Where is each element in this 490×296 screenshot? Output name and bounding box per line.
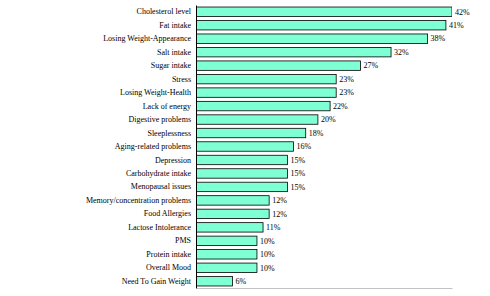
tick-label: PMS [175,236,191,245]
bar [196,61,361,70]
tick: Fat intake [159,21,191,30]
tick: Cholesterol level [137,7,192,16]
bars [196,7,452,286]
tick-label: Menopausal issues [131,182,191,191]
bar [196,128,306,137]
bar [196,182,287,191]
tick-label: Depression [155,156,191,165]
tick: Lack of energy [143,102,191,111]
bar [196,34,428,43]
data-label: 15% [290,156,305,165]
bar [196,88,336,97]
tick-label: Memory/concentration problems [86,196,191,205]
data-label: 10% [260,250,275,259]
tick-label: Salt intake [157,48,191,57]
tick: Protein intake [146,250,191,259]
tick: Food Allergies [144,209,191,218]
tick: Depression [155,156,191,165]
tick: Memory/concentration problems [86,196,191,205]
tick: Losing Weight-Appearance [103,34,191,43]
data-label: 27% [364,61,379,70]
bar [196,263,257,272]
bar [196,155,287,164]
tick-label: Digestive problems [129,115,191,124]
tick-label: Aging-related problems [115,142,191,151]
tick: Stress [172,75,191,84]
tick-label: Sugar intake [151,61,192,70]
bar [196,236,257,245]
bar [196,209,269,218]
data-label: 38% [431,34,446,43]
tick-label: Losing Weight-Appearance [103,34,191,43]
tick-label: Sleeplessness [147,129,191,138]
tick-label: Food Allergies [144,209,191,218]
tick: Sugar intake [151,61,192,70]
bar [196,169,287,178]
tick: Sleeplessness [147,129,191,138]
bar [196,74,336,83]
bar [196,142,294,151]
plot: Cholesterol level Fat intake Losing Weight… [86,6,470,289]
category-axis: Cholesterol level Fat intake Losing Weight… [86,6,197,289]
chart-container: Cholesterol level Fat intake Losing Weight… [0,0,490,296]
tick-label: Protein intake [146,250,191,259]
tick-label: Cholesterol level [137,7,192,16]
bar [196,196,269,205]
data-label: 12% [272,196,287,205]
data-label: 10% [260,264,275,273]
tick: Carbohydrate intake [126,169,192,178]
tick-label: Lactose Intolerance [128,223,191,232]
tick-label: Losing Weight-Health [120,88,191,97]
tick-label: Stress [172,75,191,84]
axis-line [197,288,453,289]
bar [196,101,330,110]
data-label: 11% [266,223,281,232]
tick-label: Need To Gain Weight [122,277,192,286]
data-label: 23% [339,88,354,97]
data-label: 10% [260,237,275,246]
data-label: 15% [290,183,305,192]
data-label: 12% [272,210,287,219]
bar [196,223,263,232]
tick: Need To Gain Weight [122,277,192,286]
data-label: 32% [394,48,409,57]
bar [196,7,452,16]
tick-label: Lack of energy [143,102,191,111]
bar [196,47,391,56]
tick: Menopausal issues [131,182,191,191]
data-label: 18% [309,129,324,138]
data-label: 16% [297,142,312,151]
tick-label: Fat intake [159,21,191,30]
tick: Overall Mood [146,263,191,272]
chart-svg: Cholesterol level Fat intake Losing Weight… [0,0,490,296]
value-axis [197,288,453,289]
bar [196,20,446,29]
bar [196,250,257,259]
data-label: 42% [455,8,470,17]
tick: PMS [175,236,191,245]
bar [196,115,318,124]
data-label: 41% [449,21,464,30]
data-label: 23% [339,75,354,84]
bar [196,277,233,286]
tick: Lactose Intolerance [128,223,191,232]
tick: Salt intake [157,48,191,57]
tick-label: Overall Mood [146,263,191,272]
data-label: 22% [333,102,348,111]
data-label: 6% [236,277,247,286]
tick: Digestive problems [129,115,191,124]
tick: Aging-related problems [115,142,191,151]
tick: Losing Weight-Health [120,88,191,97]
axis-line [196,6,197,289]
data-label: 15% [290,169,305,178]
tick-label: Carbohydrate intake [126,169,192,178]
data-label: 20% [321,115,336,124]
data-labels: 42%41%38%32%27%23%23%22%20%18%16%15%15%1… [236,8,470,287]
